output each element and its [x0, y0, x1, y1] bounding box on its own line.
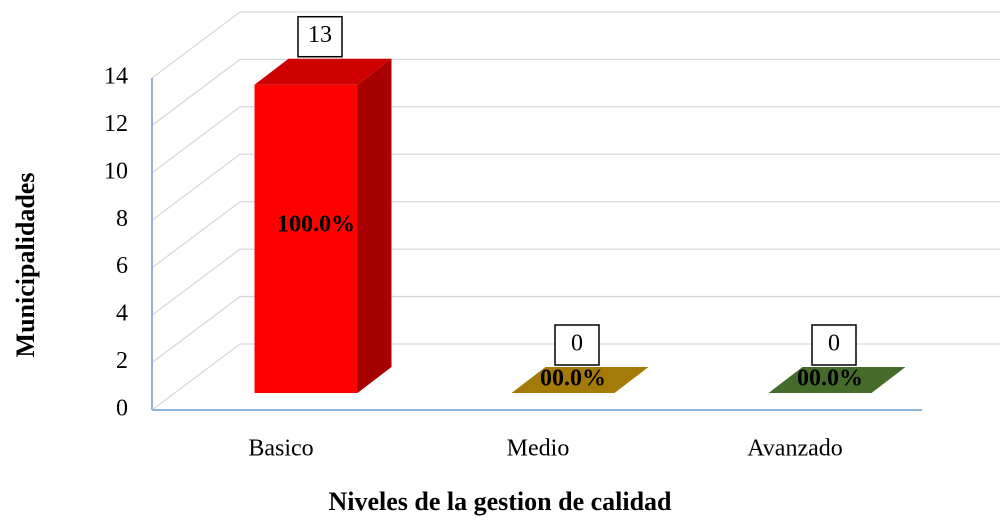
bar-side	[357, 58, 392, 393]
y-tick-label: 2	[116, 348, 128, 374]
grid-line	[151, 11, 1000, 79]
y-tick-label: 14	[104, 64, 128, 90]
y-tick-label: 8	[116, 206, 128, 232]
y-tick-label: 6	[116, 253, 128, 279]
y-axis-title: Municipalidades	[11, 173, 40, 358]
data-label-box	[554, 324, 600, 366]
data-label: 0	[571, 331, 583, 357]
y-tick-label: 4	[116, 301, 128, 327]
grid-line	[151, 201, 1000, 269]
grid-line	[151, 295, 1000, 364]
bar-front	[254, 84, 358, 393]
data-label: 0	[828, 331, 840, 357]
bar-top	[254, 58, 392, 85]
y-tick-label: 0	[116, 396, 128, 422]
x-tick-label: Medio	[507, 436, 570, 462]
percent-label: 00.0%	[540, 366, 606, 392]
x-axis-title: Niveles de la gestion de calidad	[328, 487, 672, 516]
bar-top	[511, 367, 649, 393]
x-tick-label: Avanzado	[747, 436, 843, 462]
y-tick-label: 10	[104, 158, 128, 184]
grid-line	[151, 106, 1000, 174]
percent-label: 100.0%	[277, 211, 355, 237]
x-tick-label: Basico	[248, 436, 313, 462]
percent-label: 00.0%	[797, 366, 863, 392]
grid-line	[151, 153, 1000, 221]
grid-line	[151, 343, 1000, 411]
data-label: 13	[308, 22, 332, 48]
grid-line	[151, 58, 1000, 126]
y-tick-label: 12	[104, 111, 128, 137]
data-label-box	[811, 324, 857, 366]
data-label-box	[297, 15, 343, 58]
grid-line	[151, 248, 1000, 316]
bar-top	[768, 367, 906, 393]
